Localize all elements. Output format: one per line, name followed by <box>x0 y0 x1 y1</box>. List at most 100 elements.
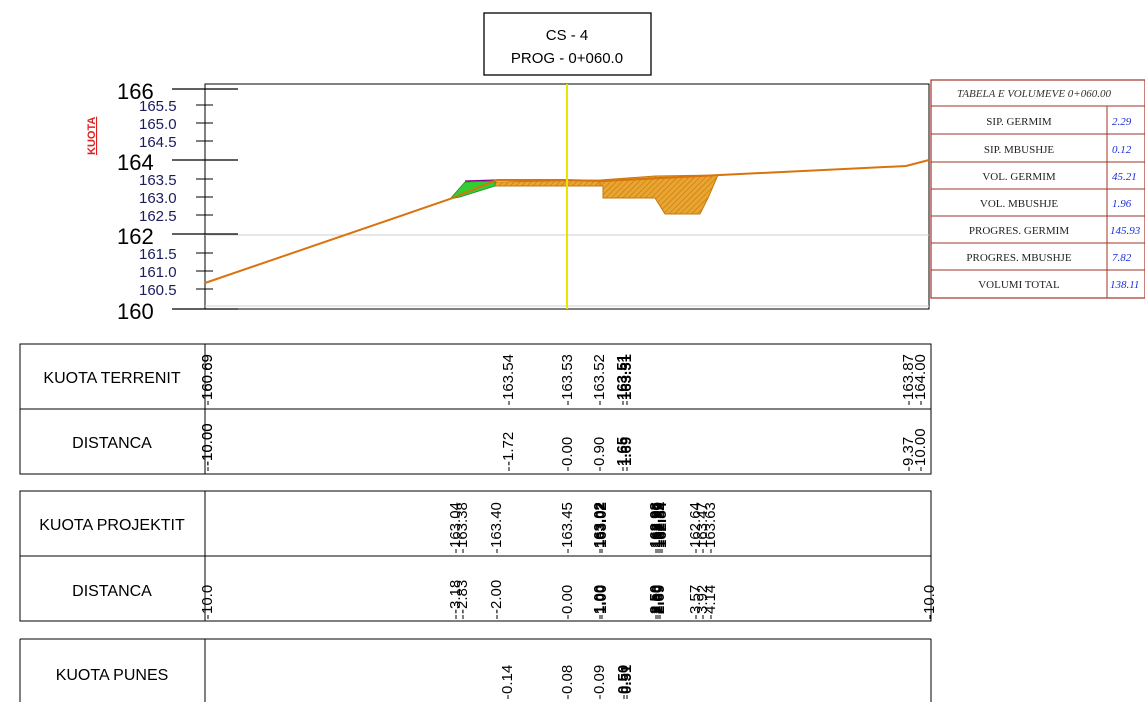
terrain-dist-label: -10.00 <box>199 423 216 466</box>
project-band: KUOTA PROJEKTIT DISTANCA <box>19 490 932 622</box>
project-dist-title: DISTANCA <box>72 583 152 600</box>
project-elev-label: 163.04 <box>447 502 464 548</box>
axis-label-kuota: KUOTA <box>86 117 98 155</box>
tick-minor: 163.0 <box>139 190 177 207</box>
title-box: CS - 4 PROG - 0+060.0 <box>483 12 652 76</box>
terrain-dist-title: DISTANCA <box>72 435 152 452</box>
project-dist-label: 4.14 <box>702 585 719 614</box>
tick-minor: 164.5 <box>139 134 177 151</box>
project-dist-label: 2.60 <box>649 585 666 614</box>
tick-minor: 161.5 <box>139 246 177 263</box>
project-elev-label: 162.84 <box>653 501 670 548</box>
terrain-elev-label: 163.51 <box>618 354 635 400</box>
terrain-dist-label: 10.00 <box>912 428 929 466</box>
terrain-dist-label: 1.69 <box>618 437 635 466</box>
project-elev-label: 163.45 <box>559 502 576 548</box>
row-value: 45.21 <box>1112 171 1137 183</box>
works-band: KUOTA PUNES <box>19 638 932 702</box>
tick-minor: 160.5 <box>139 282 177 299</box>
project-elev-label: 163.40 <box>488 502 505 548</box>
terrain-dist-label: 9.37 <box>900 437 917 466</box>
row-label: SIP. MBUSHJE <box>984 144 1055 156</box>
works-band-title: KUOTA PUNES <box>56 667 169 684</box>
project-elev-label: 163.63 <box>702 502 719 548</box>
ground-line <box>204 159 930 284</box>
cut-area <box>494 174 719 215</box>
terrain-elev-label: 160.69 <box>199 354 216 400</box>
row-label: PROGRES. GERMIM <box>969 225 1069 237</box>
project-elev-label: 162.89 <box>651 502 668 548</box>
works-value-label: 0.14 <box>499 665 516 694</box>
tick-minor: 165.5 <box>139 98 177 115</box>
project-dist-label: 3.92 <box>694 585 711 614</box>
project-distances: 10.0 -3.18-2.83 -2.00 0.00 1.001.00 2.502.602… <box>199 580 938 619</box>
works-value-label: 0.08 <box>559 665 576 694</box>
project-elev-label: 162.64 <box>687 502 704 548</box>
project-elev-label: 162.98 <box>647 502 664 548</box>
tick-minor: 165.0 <box>139 116 177 133</box>
row-value: 0.12 <box>1112 144 1132 156</box>
terrain-elev-label: 163.87 <box>900 354 917 400</box>
project-dist-label: 0.00 <box>559 585 576 614</box>
project-dist-label: 2.69 <box>651 585 668 614</box>
terrain-band: KUOTA TERRENIT DISTANCA <box>19 343 932 475</box>
project-elev-label: 163.02 <box>593 502 610 548</box>
project-dist-label: 2.50 <box>647 585 664 614</box>
row-label: VOLUMI TOTAL <box>978 279 1060 291</box>
project-elev-label: 163.02 <box>591 502 608 548</box>
project-band-title: KUOTA PROJEKTIT <box>39 517 185 534</box>
tick-major-160: 160 <box>117 299 154 324</box>
works-value-label: 0.51 <box>618 665 635 694</box>
chainage: PROG - 0+060.0 <box>511 50 623 67</box>
section-id: CS - 4 <box>546 27 589 44</box>
terrain-elev-label: 163.54 <box>500 354 517 400</box>
terrain-dist-label: 1.65 <box>614 437 631 466</box>
terrain-dist-label: 0.90 <box>591 437 608 466</box>
tick-major-162: 162 <box>117 224 154 249</box>
project-elev-label: 163.38 <box>454 502 471 548</box>
tick-minor: 163.5 <box>139 172 177 189</box>
row-value: 7.82 <box>1112 252 1132 264</box>
works-value-label: 0.09 <box>591 665 608 694</box>
row-value: 2.29 <box>1112 116 1132 128</box>
row-label: SIP. GERMIM <box>986 116 1052 128</box>
terrain-elev-label: 164.00 <box>912 354 929 400</box>
row-label: VOL. MBUSHJE <box>980 198 1059 210</box>
volume-table-header: TABELA E VOLUMEVE 0+060.00 <box>957 88 1111 100</box>
project-dist-label: 10.0 <box>199 585 216 614</box>
terrain-band-title: KUOTA TERRENIT <box>43 370 180 387</box>
row-label: PROGRES. MBUSHJE <box>966 252 1071 264</box>
tick-major-166: 166 <box>117 79 154 104</box>
project-dist-label: 10.0 <box>921 585 938 614</box>
elevation-axis: 166 164 162 160 165.5 165.0 164.5 163.5 … <box>86 79 238 324</box>
terrain-distances: -10.00-10.00 -1.72 0.00 0.90 1.651.69 9.3710.… <box>199 423 929 471</box>
terrain-elev-label: 163.52 <box>591 354 608 400</box>
terrain-elev-label: 163.53 <box>559 354 576 400</box>
project-elev-label: 163.47 <box>694 502 711 548</box>
project-dist-label: -2.00 <box>488 580 505 614</box>
row-value: 1.96 <box>1112 198 1132 210</box>
row-label: VOL. GERMIM <box>982 171 1056 183</box>
terrain-dist-label: 0.00 <box>559 437 576 466</box>
row-value: 145.93 <box>1110 225 1141 237</box>
works-value-label: 0.50 <box>615 665 632 694</box>
row-value: 138.11 <box>1110 279 1139 291</box>
terrain-dist-label: -1.72 <box>500 432 517 466</box>
project-dist-label: -3.18 <box>447 580 464 614</box>
works-values: 0.14 0.08 0.09 0.500.51 <box>499 665 635 699</box>
project-elev-label: 162.99 <box>649 502 666 548</box>
terrain-elev-label: 163.51 <box>614 354 631 400</box>
volume-table: TABELA E VOLUMEVE 0+060.00 SIP. GERMIM S… <box>930 79 1145 299</box>
tick-major-164: 164 <box>117 150 154 175</box>
tick-minor: 162.5 <box>139 208 177 225</box>
project-dist-label: 3.57 <box>687 585 704 614</box>
project-dist-label: 1.00 <box>593 585 610 614</box>
terrain-dist-label: -10.00 <box>199 423 216 466</box>
terrain-elev-label: 160.69 <box>199 354 216 400</box>
project-dist-label: -2.83 <box>454 580 471 614</box>
tick-minor: 161.0 <box>139 264 177 281</box>
project-dist-label: 1.00 <box>591 585 608 614</box>
